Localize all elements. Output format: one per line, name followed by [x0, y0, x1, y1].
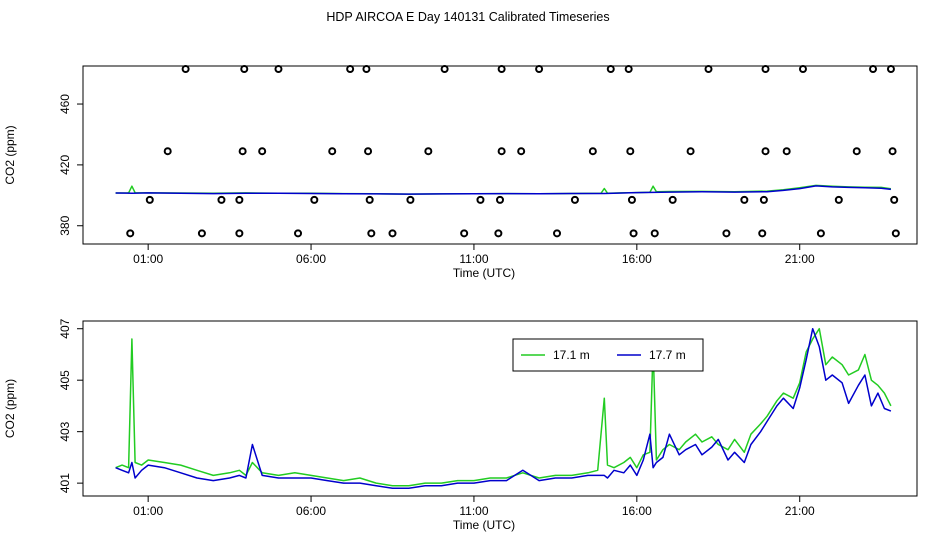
y-tick-label: 401	[58, 473, 72, 493]
flag-point	[440, 65, 449, 74]
x-tick-label: 01:00	[133, 252, 163, 266]
top-panel: 01:00 06:00 11:00 16:00 21:00 380 420 460 Time (…	[3, 65, 918, 280]
x-tick-label: 06:00	[296, 504, 326, 518]
flag-point	[217, 195, 226, 204]
flag-point	[722, 229, 731, 238]
flag-point	[197, 229, 206, 238]
flag-point	[364, 147, 373, 156]
flag-point	[834, 195, 843, 204]
flag-point	[497, 65, 506, 74]
flag-point	[346, 65, 355, 74]
flag-point	[704, 65, 713, 74]
x-axis-label: Time (UTC)	[453, 266, 515, 280]
flag-point	[886, 65, 895, 74]
flag-point	[496, 195, 504, 204]
flag-point	[890, 195, 899, 204]
flag-point	[759, 195, 768, 204]
flag-point	[274, 65, 283, 74]
flag-point	[627, 195, 636, 204]
flag-point	[761, 147, 770, 156]
flag-point	[294, 229, 303, 238]
y-tick-label: 420	[58, 155, 72, 175]
flag-point	[258, 147, 267, 156]
x-tick-label: 21:00	[785, 252, 815, 266]
y-axis-label: CO2 (ppm)	[3, 379, 17, 438]
flag-point	[460, 229, 469, 238]
flag-point	[629, 229, 638, 238]
x-tick-label: 06:00	[296, 252, 326, 266]
flag-point	[240, 65, 249, 74]
flag-point	[494, 229, 503, 238]
flag-point	[181, 65, 190, 74]
flag-point	[624, 65, 633, 74]
plot-frame	[82, 65, 918, 245]
flag-point	[553, 229, 562, 238]
flag-point	[388, 229, 397, 238]
chart-title: HDP AIRCOA E Day 140131 Calibrated Times…	[326, 10, 609, 24]
legend-label: 17.1 m	[553, 348, 590, 362]
flag-point	[668, 195, 677, 204]
flag-point	[888, 147, 897, 156]
flag-point	[852, 147, 861, 156]
series-line-17-7-m	[115, 327, 892, 490]
y-tick-label: 405	[58, 370, 72, 390]
flag-point	[761, 65, 770, 74]
flag-point	[367, 229, 376, 238]
y-tick-label: 460	[58, 94, 72, 114]
x-tick-label: 21:00	[785, 504, 815, 518]
flag-point	[891, 229, 900, 238]
flag-point	[406, 195, 415, 204]
series-line-17-7-m	[115, 185, 891, 195]
flag-point	[686, 147, 695, 156]
flag-point	[126, 229, 135, 238]
x-axis-label: Time (UTC)	[453, 518, 515, 532]
flag-point	[740, 195, 749, 204]
plot-frame	[82, 320, 918, 497]
flag-point	[145, 195, 154, 204]
flag-point	[535, 65, 544, 74]
bottom-panel: 01:00 06:00 11:00 16:00 21:00 401 403 405 407 Tim…	[3, 318, 918, 532]
flag-point	[758, 229, 767, 238]
flag-point	[626, 147, 635, 156]
flag-point	[517, 147, 526, 156]
flag-point	[424, 147, 433, 156]
flag-point	[816, 229, 825, 238]
flag-point	[798, 65, 807, 74]
flag-point	[606, 65, 615, 74]
flag-point	[782, 147, 791, 156]
flag-point	[365, 195, 374, 204]
flag-point	[235, 195, 244, 204]
flag-point	[310, 195, 319, 204]
y-tick-label: 407	[58, 318, 72, 338]
flag-point	[497, 147, 506, 156]
x-tick-label: 16:00	[622, 252, 652, 266]
legend-label: 17.7 m	[649, 348, 686, 362]
y-tick-label: 380	[58, 215, 72, 235]
y-tick-label: 403	[58, 421, 72, 441]
flag-point	[362, 65, 371, 74]
x-tick-label: 11:00	[459, 504, 488, 518]
x-tick-label: 16:00	[622, 504, 652, 518]
flag-point	[235, 229, 244, 238]
x-tick-label: 11:00	[459, 252, 488, 266]
flag-point	[869, 65, 878, 74]
series-line-17-1-m	[115, 327, 892, 487]
y-axis-label: CO2 (ppm)	[3, 125, 17, 184]
x-tick-label: 01:00	[133, 504, 163, 518]
flag-point	[476, 195, 485, 204]
flag-point	[238, 147, 247, 156]
flag-point	[328, 147, 337, 156]
flag-point	[650, 229, 659, 238]
flag-point	[163, 147, 172, 156]
flag-point	[570, 195, 579, 204]
flag-point	[588, 147, 597, 156]
legend: 17.1 m 17.7 m	[512, 338, 704, 372]
